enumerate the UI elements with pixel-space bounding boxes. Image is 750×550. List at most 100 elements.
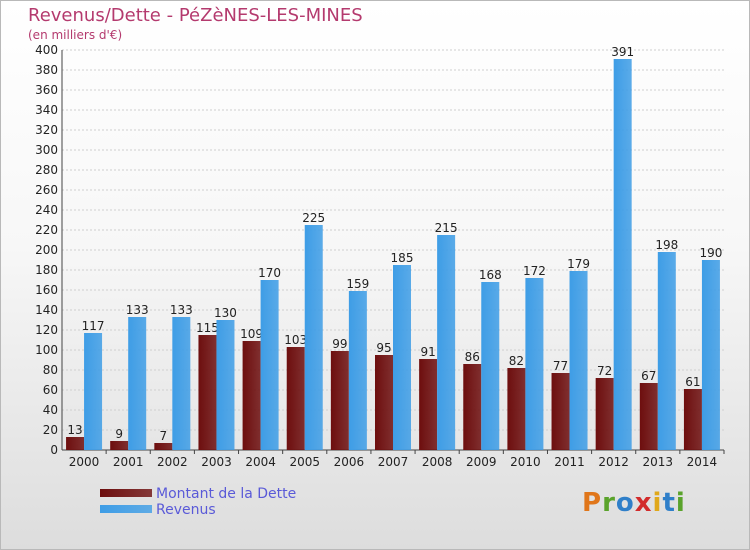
y-tick-label: 260 — [35, 183, 58, 197]
x-tick-label: 2013 — [643, 455, 674, 469]
y-tick-label: 0 — [50, 443, 58, 457]
bar-debt — [110, 441, 129, 450]
data-label-revenue: 159 — [346, 277, 369, 291]
y-tick-label: 80 — [43, 363, 58, 377]
x-tick-label: 2004 — [245, 455, 276, 469]
y-tick-label: 200 — [35, 243, 58, 257]
x-tick-label: 2008 — [422, 455, 453, 469]
legend-label-revenue: Revenus — [156, 502, 216, 518]
data-label-revenue: 391 — [611, 45, 634, 59]
data-label-debt: 7 — [160, 429, 168, 443]
logo-letter: P — [582, 488, 603, 518]
data-label-revenue: 179 — [567, 257, 590, 271]
bar-debt — [286, 347, 305, 450]
bar-debt — [551, 373, 570, 450]
bar-revenue — [128, 317, 147, 450]
legend-swatch-debt — [100, 489, 152, 497]
data-label-debt: 67 — [641, 369, 656, 383]
bar-debt — [154, 443, 173, 450]
y-tick-label: 180 — [35, 263, 58, 277]
logo-letter: i — [652, 488, 663, 518]
y-tick-label: 400 — [35, 43, 58, 57]
x-tick-label: 2011 — [554, 455, 585, 469]
y-tick-label: 20 — [43, 423, 58, 437]
data-label-debt: 109 — [240, 327, 263, 341]
x-tick-label: 2010 — [510, 455, 541, 469]
bar-debt — [507, 368, 526, 450]
data-label-revenue: 172 — [523, 264, 546, 278]
y-tick-label: 300 — [35, 143, 58, 157]
bar-debt — [375, 355, 393, 450]
bar-revenue — [525, 278, 544, 450]
data-label-debt: 61 — [685, 375, 700, 389]
data-label-revenue: 198 — [655, 238, 678, 252]
y-tick-label: 220 — [35, 223, 58, 237]
y-tick-label: 40 — [43, 403, 58, 417]
chart-subtitle: (en milliers d'€) — [28, 28, 123, 42]
data-label-revenue: 130 — [214, 306, 237, 320]
logo-letter: i — [675, 488, 686, 518]
data-label-debt: 95 — [376, 341, 391, 355]
logo-letter: x — [634, 488, 653, 518]
data-label-revenue: 133 — [126, 303, 149, 317]
logo-letter: t — [662, 488, 676, 518]
y-tick-label: 380 — [35, 63, 58, 77]
data-label-revenue: 170 — [258, 266, 281, 280]
bar-debt — [330, 351, 349, 450]
x-tick-label: 2014 — [687, 455, 718, 469]
y-tick-label: 160 — [35, 283, 58, 297]
x-tick-label: 2005 — [289, 455, 320, 469]
data-label-debt: 82 — [509, 354, 524, 368]
data-label-revenue: 133 — [170, 303, 193, 317]
bar-revenue — [569, 271, 588, 450]
logo-letter: r — [602, 488, 616, 518]
data-label-revenue: 117 — [82, 319, 105, 333]
x-tick-label: 2000 — [69, 455, 100, 469]
bar-revenue — [657, 252, 676, 450]
y-tick-label: 60 — [43, 383, 58, 397]
proxiti-logo: Proxiti — [582, 488, 686, 518]
bar-revenue — [172, 317, 191, 450]
legend-swatch-revenue — [100, 505, 152, 513]
y-tick-label: 120 — [35, 323, 58, 337]
y-tick-label: 240 — [35, 203, 58, 217]
x-tick-label: 2007 — [378, 455, 409, 469]
data-label-revenue: 185 — [391, 251, 414, 265]
bar-debt — [66, 437, 85, 450]
bar-revenue — [216, 320, 235, 450]
bar-revenue — [613, 59, 632, 450]
data-label-debt: 13 — [67, 423, 82, 437]
data-label-revenue: 190 — [699, 246, 722, 260]
y-tick-label: 140 — [35, 303, 58, 317]
bar-revenue — [393, 265, 411, 450]
bar-debt — [463, 364, 482, 450]
x-tick-label: 2001 — [113, 455, 144, 469]
bar-revenue — [84, 333, 103, 450]
bar-debt — [419, 359, 438, 450]
y-tick-label: 360 — [35, 83, 58, 97]
data-label-debt: 9 — [115, 427, 123, 441]
x-tick-label: 2012 — [598, 455, 629, 469]
y-tick-label: 100 — [35, 343, 58, 357]
bar-debt — [639, 383, 658, 450]
data-label-debt: 115 — [196, 321, 219, 335]
y-tick-label: 340 — [35, 103, 58, 117]
x-tick-label: 2003 — [201, 455, 232, 469]
bar-revenue — [701, 260, 720, 450]
bar-revenue — [260, 280, 279, 450]
data-label-debt: 77 — [553, 359, 568, 373]
bar-debt — [595, 378, 614, 450]
y-tick-label: 280 — [35, 163, 58, 177]
data-label-debt: 91 — [420, 345, 435, 359]
chart-title: Revenus/Dette - PéZèNES-LES-MINES — [28, 5, 363, 26]
data-label-debt: 72 — [597, 364, 612, 378]
data-label-debt: 86 — [465, 350, 480, 364]
data-label-revenue: 215 — [435, 221, 458, 235]
data-label-revenue: 225 — [302, 211, 325, 225]
data-label-debt: 99 — [332, 337, 347, 351]
x-tick-label: 2002 — [157, 455, 188, 469]
data-label-revenue: 168 — [479, 268, 502, 282]
x-tick-label: 2009 — [466, 455, 497, 469]
bar-debt — [198, 335, 217, 450]
